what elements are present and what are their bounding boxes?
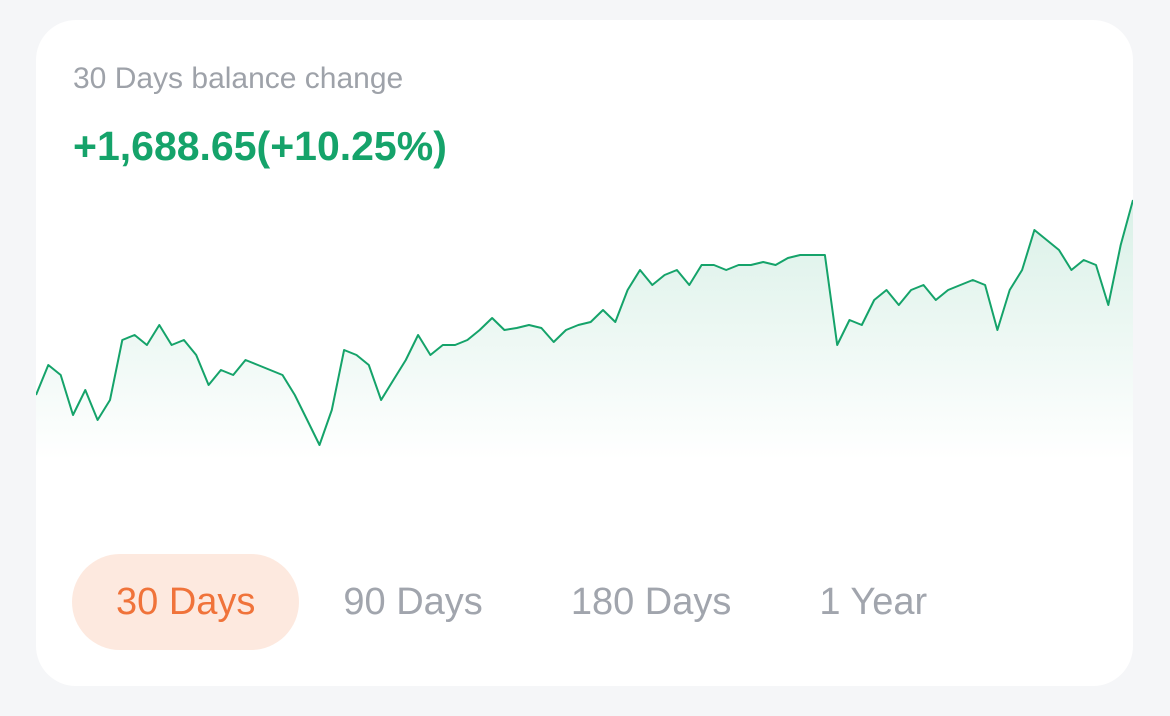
balance-line <box>36 199 1133 446</box>
balance-card: 30 Days balance change +1,688.65(+10.25%… <box>36 20 1133 686</box>
range-tabs: 30 Days 90 Days 180 Days 1 Year <box>72 554 971 650</box>
chart <box>36 199 1133 460</box>
range-tab[interactable]: 1 Year <box>819 581 928 623</box>
area-fill <box>36 200 1133 460</box>
card-label: 30 Days balance change <box>73 62 404 95</box>
range-tab[interactable]: 90 Days <box>343 581 483 623</box>
range-tab[interactable]: 30 Days <box>72 554 300 650</box>
balance-change: +1,688.65(+10.25%) <box>73 123 447 169</box>
range-tab[interactable]: 180 Days <box>570 581 732 623</box>
